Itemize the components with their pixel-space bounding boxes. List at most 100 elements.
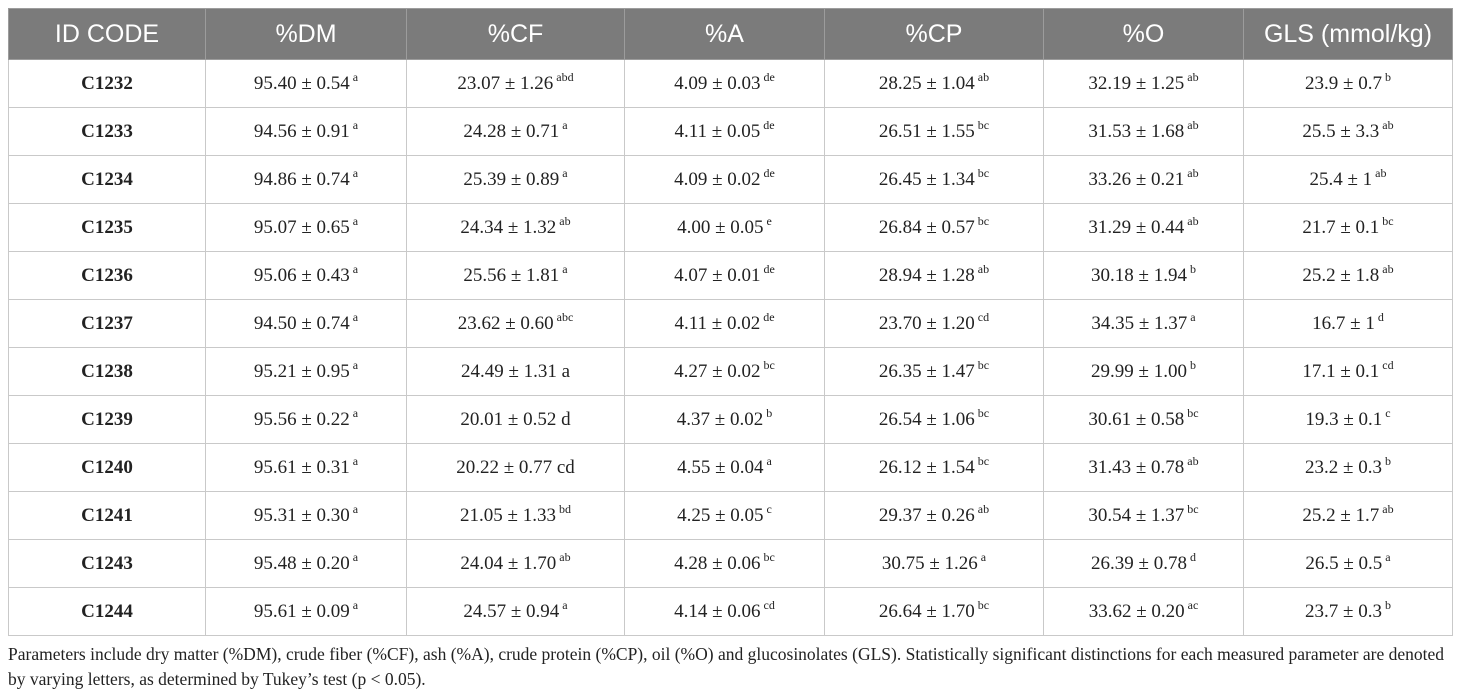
table-row: C1233 94.56 ± 0.91 a 24.28 ± 0.71 a 4.11 ± 0.… [8,107,1453,156]
significance-letters: ab [1382,117,1394,132]
significance-letters: a [562,165,568,180]
table-row: C1234 94.86 ± 0.74 a 25.39 ± 0.89 a 4.09 ± 0.… [8,155,1453,204]
cell-value: 4.11 ± 0.05 [674,120,761,142]
data-table: ID CODE %DM %CF %A %CP %O GLS (mmol/kg) … [8,8,1453,636]
cell-value: 31.53 ± 1.68 [1088,120,1185,142]
significance-letters: a [980,549,987,564]
significance-letters: a [352,501,359,516]
significance-letters: a [562,117,568,132]
cell-value: 95.48 ± 0.20 [253,552,350,574]
cell-cf: 24.49 ± 1.31 a [406,347,625,396]
cell-value: 23.70 ± 1.20 [878,312,975,334]
cell-id-code: C1233 [8,107,206,156]
cell-value: 95.56 ± 0.22 [253,408,350,430]
significance-letters: b [1384,453,1391,468]
cell-value: 20.01 ± 0.52 d [460,408,571,430]
significance-letters: a [352,261,359,276]
cell-cp: 26.64 ± 1.70 bc [824,587,1044,636]
cell-value: 34.35 ± 1.37 [1091,312,1188,334]
header-a: %A [624,8,825,60]
table-row: C1241 95.31 ± 0.30 a 21.05 ± 1.33 bd 4.25 ± 0… [8,491,1453,540]
significance-letters: de [763,261,775,276]
significance-letters: bc [977,405,990,420]
header-o: %O [1043,8,1244,60]
cell-gls: 19.3 ± 0.1 c [1243,395,1453,444]
cell-value: 24.49 ± 1.31 a [460,360,571,382]
cell-gls: 23.2 ± 0.3 b [1243,443,1453,492]
cell-gls: 21.7 ± 0.1 bc [1243,203,1453,252]
significance-letters: ab [1382,501,1394,516]
cell-value: 26.51 ± 1.55 [878,120,975,142]
cell-value: 94.86 ± 0.74 [253,168,350,190]
significance-letters: ab [1187,117,1199,132]
cell-a: 4.28 ± 0.06 bc [624,539,825,588]
cell-cf: 25.39 ± 0.89 a [406,155,625,204]
cell-value: 4.00 ± 0.05 [677,216,764,238]
cell-value: 25.2 ± 1.7 [1302,504,1380,526]
cell-o: 31.53 ± 1.68 ab [1043,107,1244,156]
cell-id-code: C1232 [8,59,206,108]
significance-letters: bc [977,165,990,180]
cell-value: 30.75 ± 1.26 [881,552,978,574]
cell-gls: 25.5 ± 3.3 ab [1243,107,1453,156]
cell-cf: 24.28 ± 0.71 a [406,107,625,156]
significance-letters: c [766,501,772,516]
cell-gls: 23.9 ± 0.7 b [1243,59,1453,108]
significance-letters: b [1189,261,1196,276]
cell-value: 25.2 ± 1.8 [1302,264,1380,286]
significance-letters: b [1189,357,1196,372]
significance-letters: cd [977,309,990,324]
cell-id-code: C1244 [8,587,206,636]
cell-id-code: C1240 [8,443,206,492]
cell-a: 4.27 ± 0.02 bc [624,347,825,396]
cell-value: 33.26 ± 0.21 [1088,168,1185,190]
significance-letters: b [1384,597,1391,612]
cell-value: 21.05 ± 1.33 [460,504,556,526]
cell-cf: 20.22 ± 0.77 cd [406,443,625,492]
cell-gls: 23.7 ± 0.3 b [1243,587,1453,636]
cell-value: 24.57 ± 0.94 [463,600,560,622]
cell-cf: 25.56 ± 1.81 a [406,251,625,300]
table-body: C1232 95.40 ± 0.54 a 23.07 ± 1.26 abd 4.09 ± … [8,59,1453,636]
header-cf: %CF [406,8,625,60]
table-row: C1236 95.06 ± 0.43 a 25.56 ± 1.81 a 4.07 ± 0.… [8,251,1453,300]
significance-letters: ab [1187,453,1199,468]
cell-cp: 26.51 ± 1.55 bc [824,107,1044,156]
cell-id-code: C1236 [8,251,206,300]
significance-letters: ab [1375,165,1387,180]
significance-letters: abc [556,309,574,324]
cell-value: 24.34 ± 1.32 [460,216,557,238]
cell-value: 25.4 ± 1 [1309,168,1373,190]
cell-value: 20.22 ± 0.77 cd [456,456,575,478]
cell-value: 4.27 ± 0.02 [674,360,761,382]
significance-letters: a [352,165,359,180]
significance-letters: de [763,165,775,180]
cell-dm: 95.48 ± 0.20 a [205,539,407,588]
significance-letters: bc [977,357,990,372]
table-row: C1235 95.07 ± 0.65 a 24.34 ± 1.32 ab 4.00 ± 0… [8,203,1453,252]
cell-value: 28.94 ± 1.28 [878,264,975,286]
significance-letters: e [766,213,772,228]
cell-dm: 95.61 ± 0.31 a [205,443,407,492]
cell-dm: 94.56 ± 0.91 a [205,107,407,156]
significance-letters: a [352,117,359,132]
cell-a: 4.00 ± 0.05 e [624,203,825,252]
significance-letters: d [1189,549,1196,564]
cell-value: 26.39 ± 0.78 [1091,552,1187,574]
cell-value: 33.62 ± 0.20 [1088,600,1185,622]
cell-dm: 94.86 ± 0.74 a [205,155,407,204]
cell-value: 4.09 ± 0.02 [674,168,761,190]
significance-letters: ab [1187,213,1199,228]
significance-letters: ab [977,501,990,516]
table-row: C1238 95.21 ± 0.95 a 24.49 ± 1.31 a 4.27 ± 0… [8,347,1453,396]
cell-value: 24.04 ± 1.70 [460,552,557,574]
cell-gls: 26.5 ± 0.5 a [1243,539,1453,588]
cell-cf: 23.07 ± 1.26 abd [406,59,625,108]
significance-letters: a [1385,549,1391,564]
significance-letters: c [1385,405,1391,420]
cell-o: 31.43 ± 0.78 ab [1043,443,1244,492]
cell-value: 4.09 ± 0.03 [674,72,761,94]
significance-letters: a [352,549,359,564]
significance-letters: de [763,309,775,324]
